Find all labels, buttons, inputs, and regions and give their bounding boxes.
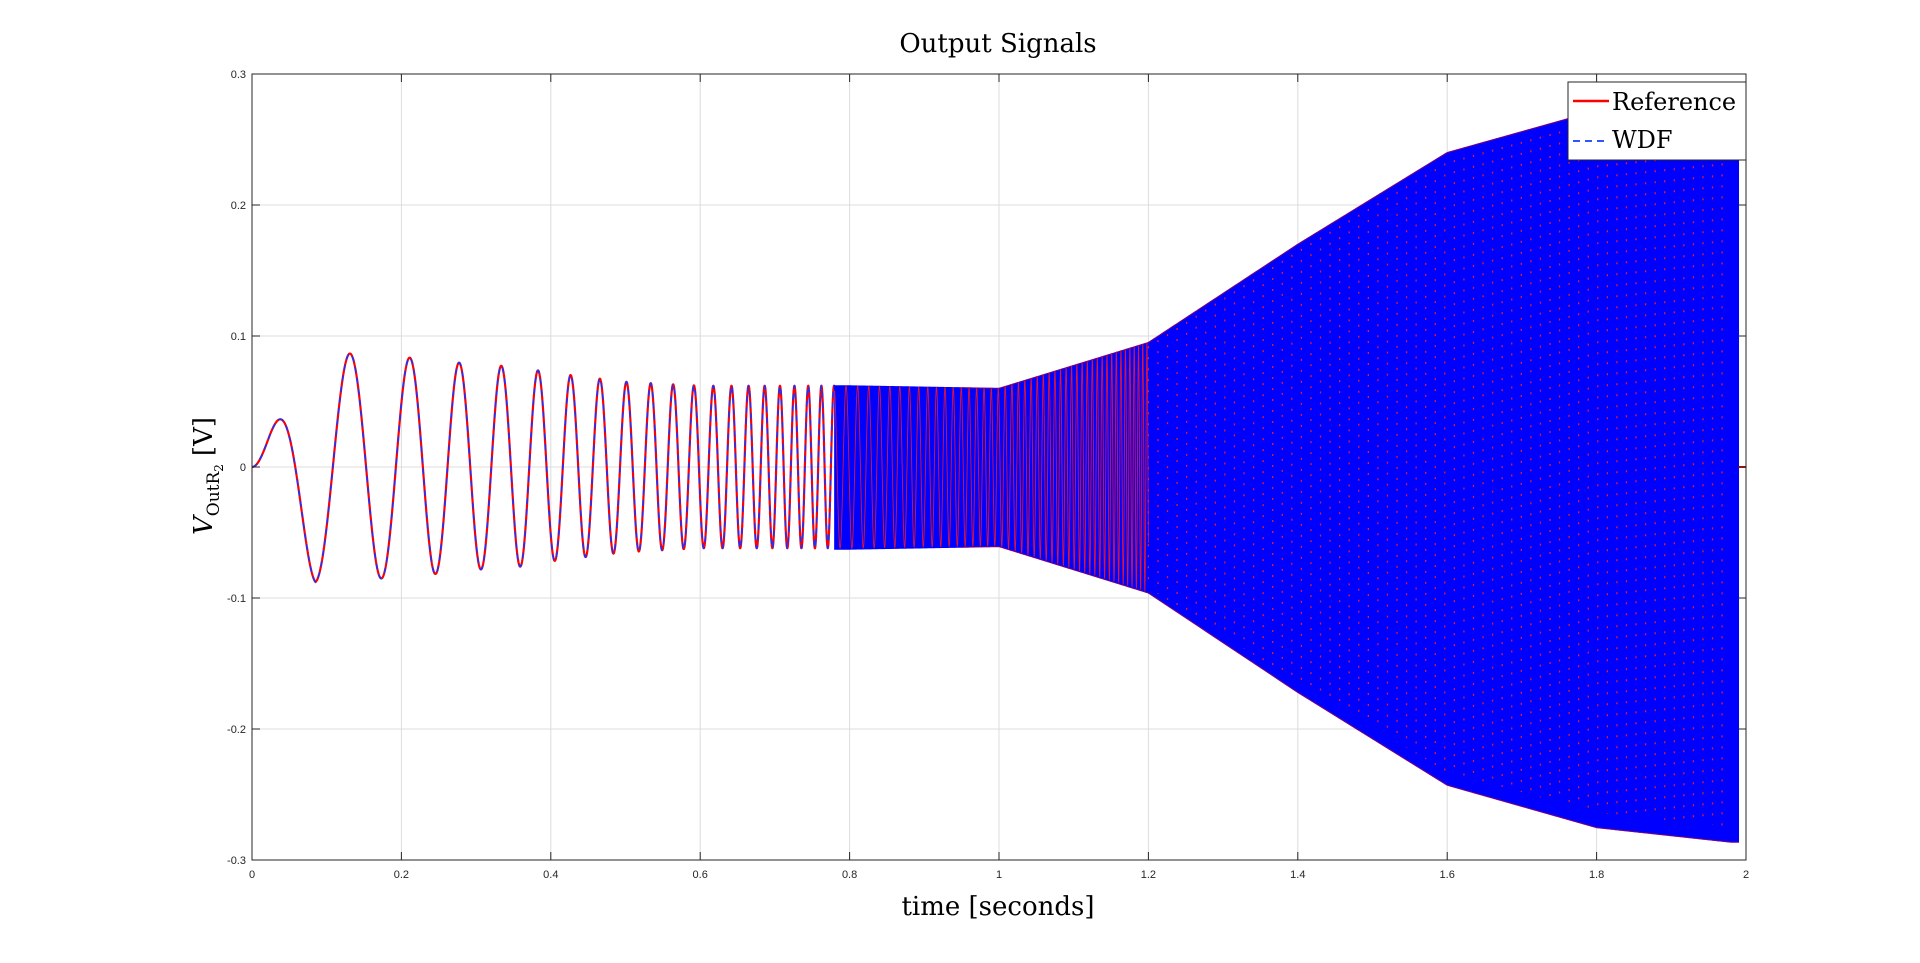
- y-tick-label: -0.2: [227, 724, 246, 736]
- svg-text:VOutR2[V]: VOutR2 [V]: [189, 417, 226, 535]
- y-label-symbol: V: [189, 514, 219, 535]
- y-axis-label: VOutR2 [V]: [189, 417, 226, 535]
- x-tick-label: 1.6: [1440, 869, 1455, 881]
- legend-entry-reference: Reference: [1612, 88, 1736, 116]
- reference-trace-dense: [834, 342, 1149, 592]
- x-axis-label: time [seconds]: [901, 892, 1094, 922]
- x-ticks: 0 0.2 0.4 0.6 0.8 1 1.2 1.4 1.6 1.8 2: [249, 74, 1749, 881]
- y-tick-label: 0.3: [231, 69, 246, 81]
- y-tick-label: -0.1: [227, 593, 246, 605]
- y-tick-label: 0: [240, 462, 246, 474]
- x-tick-label: 2: [1743, 869, 1749, 881]
- x-tick-label: 0.8: [842, 869, 857, 881]
- y-label-subscript: OutR: [204, 471, 224, 517]
- x-tick-label: 0: [249, 869, 255, 881]
- y-tick-label: 0.2: [231, 200, 246, 212]
- legend-entry-wdf: WDF: [1612, 126, 1673, 154]
- y-tick-label: -0.3: [227, 855, 246, 867]
- y-label-unit: [V]: [189, 417, 219, 456]
- x-tick-label: 1.8: [1589, 869, 1604, 881]
- x-tick-label: 1.2: [1141, 869, 1156, 881]
- y-label-sub-subscript: 2: [212, 464, 226, 472]
- x-tick-label: 1: [996, 869, 1002, 881]
- y-tick-label: 0.1: [231, 331, 246, 343]
- wdf-trace-low-freq: [252, 352, 836, 583]
- x-tick-label: 0.2: [394, 869, 409, 881]
- legend-box: [1567, 81, 1747, 161]
- x-tick-label: 0.6: [693, 869, 708, 881]
- x-tick-label: 1.4: [1290, 869, 1305, 881]
- y-ticks: -0.3 -0.2 -0.1 0 0.1 0.2 0.3: [227, 69, 1746, 867]
- chart-title: Output Signals: [899, 29, 1096, 59]
- reference-lower-envelope: [961, 545, 1739, 843]
- signal-traces: [252, 95, 1746, 843]
- legend: Reference WDF: [1567, 81, 1747, 161]
- x-tick-label: 0.4: [543, 869, 558, 881]
